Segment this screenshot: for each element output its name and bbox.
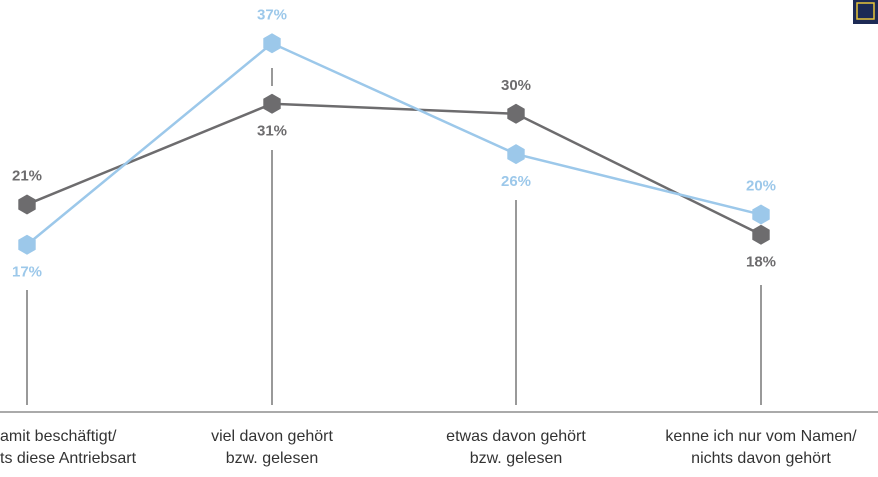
x-tick-label: viel davon gehört (211, 428, 333, 445)
x-tick-label: kenne ich nur vom Namen/ (665, 428, 857, 445)
marker (507, 103, 525, 124)
data-label: 31% (257, 123, 287, 140)
x-tick-label: bzw. gelesen (226, 450, 319, 467)
data-label: 37% (257, 6, 287, 23)
series-line (26, 41, 762, 246)
marker (752, 204, 770, 225)
x-tick-label: nichts davon gehört (691, 450, 831, 467)
x-tick-label: bzw. gelesen (470, 450, 563, 467)
data-label: 18% (746, 254, 776, 271)
series-line (26, 102, 762, 236)
marker (263, 33, 281, 54)
marker (18, 194, 36, 215)
x-tick-label: amit beschäftigt/ (0, 428, 117, 445)
marker (507, 144, 525, 165)
icon-outline (856, 2, 875, 20)
marker (263, 93, 281, 114)
data-label: 20% (746, 178, 776, 195)
marker (18, 234, 36, 255)
x-tick-label: ts diese Antriebsart (0, 450, 137, 467)
marker (752, 224, 770, 245)
data-label: 30% (501, 77, 531, 94)
data-label: 17% (12, 264, 42, 281)
data-label: 21% (12, 167, 42, 184)
x-tick-label: etwas davon gehört (446, 428, 586, 445)
data-label: 26% (501, 173, 531, 190)
